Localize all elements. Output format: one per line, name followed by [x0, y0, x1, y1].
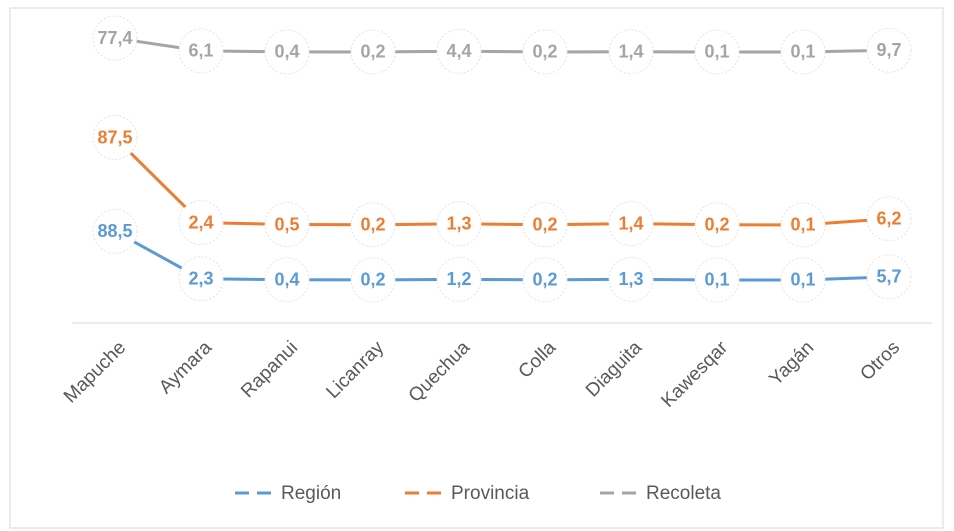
legend-label: Región — [281, 483, 341, 504]
data-label: 4,4 — [446, 41, 471, 61]
data-point — [866, 27, 912, 73]
data-point — [608, 256, 654, 302]
data-point — [92, 208, 138, 254]
data-label: 0,1 — [704, 270, 729, 290]
series-line — [114, 230, 890, 282]
data-label: 0,4 — [274, 42, 299, 62]
data-label: 1,3 — [618, 269, 643, 289]
data-point — [264, 202, 310, 247]
data-label: 1,2 — [446, 269, 471, 289]
data-label: 6,1 — [188, 41, 213, 61]
data-label: 6,2 — [876, 209, 901, 229]
data-label: 2,3 — [188, 268, 213, 288]
data-label: 1,4 — [618, 41, 643, 61]
data-label: 1,3 — [446, 213, 471, 233]
data-point — [436, 28, 482, 74]
data-point — [350, 202, 396, 248]
data-point — [350, 257, 396, 303]
data-point — [866, 254, 912, 300]
data-label: 77,4 — [97, 28, 132, 48]
data-label: 0,2 — [532, 215, 557, 235]
data-point — [178, 256, 224, 302]
data-point — [92, 115, 138, 160]
data-label: 9,7 — [876, 40, 901, 60]
data-label: 0,1 — [790, 215, 815, 235]
data-point — [436, 201, 482, 247]
data-point — [264, 257, 310, 303]
data-point — [780, 202, 826, 248]
data-label: 0,1 — [790, 270, 815, 290]
data-label: 5,7 — [876, 267, 901, 287]
data-point — [866, 196, 912, 242]
series-line — [114, 36, 890, 54]
data-point — [178, 200, 224, 246]
data-label: 0,2 — [532, 42, 557, 62]
data-point — [780, 29, 826, 75]
data-label: 0,1 — [704, 42, 729, 62]
data-point — [350, 29, 396, 75]
data-label: 0,4 — [274, 270, 299, 290]
data-point — [780, 257, 826, 303]
data-point — [608, 201, 654, 247]
data-label: 0,2 — [532, 270, 557, 290]
data-label: 0,1 — [790, 42, 815, 62]
data-label: 1,4 — [618, 213, 643, 233]
data-point — [178, 28, 224, 74]
data-label: 0,2 — [360, 215, 385, 235]
data-label: 0,2 — [360, 42, 385, 62]
data-point — [694, 257, 740, 303]
data-point — [694, 202, 740, 248]
data-point — [436, 256, 482, 302]
data-label: 2,4 — [188, 212, 213, 232]
data-point — [694, 29, 740, 75]
data-label: 87,5 — [97, 127, 132, 147]
data-point — [92, 15, 138, 61]
data-point — [264, 29, 310, 75]
series-line — [113, 136, 890, 227]
legend-label: Recoleta — [646, 483, 721, 504]
data-label: 0,2 — [704, 215, 729, 235]
data-label: 0,5 — [274, 214, 299, 234]
legend-label: Provincia — [451, 483, 530, 504]
data-point — [522, 29, 568, 75]
data-point — [608, 29, 654, 75]
data-point — [522, 202, 568, 248]
data-label: 0,2 — [360, 270, 385, 290]
data-label: 88,5 — [97, 221, 132, 241]
data-point — [522, 257, 568, 303]
